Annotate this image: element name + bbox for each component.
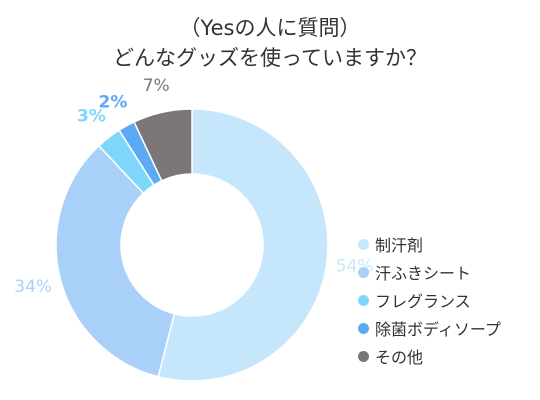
- value-label-3: 3%: [77, 106, 106, 126]
- donut-slice-5: [133, 108, 193, 182]
- legend-swatch: [358, 238, 369, 250]
- legend-label: フレグランス: [375, 292, 471, 311]
- legend-item-2: 汗ふきシート: [358, 258, 501, 286]
- value-labels: 54%34%3%2%7%: [14, 76, 373, 297]
- legend-swatch: [358, 266, 369, 278]
- value-label-2: 34%: [14, 277, 52, 297]
- legend-item-3: フレグランス: [358, 286, 501, 314]
- donut-slice-2: [55, 144, 176, 378]
- value-label-4: 2%: [99, 92, 128, 112]
- chart-legend: 制汗剤汗ふきシート フレグランス除菌ボディソープ その他: [358, 230, 501, 370]
- chart-title-line-2: どんなグッズを使っていますか？: [113, 46, 427, 70]
- legend-item-4: 除菌ボディソープ: [358, 314, 501, 342]
- legend-item-5: その他: [358, 342, 501, 370]
- legend-label: 汗ふきシート: [375, 264, 472, 283]
- donut-slices: [55, 108, 329, 382]
- legend-label: その他: [375, 348, 424, 367]
- chart-title-line-1: （Yesの人に質問）: [179, 16, 361, 40]
- legend-label: 除菌ボディソープ: [375, 320, 501, 339]
- value-label-5: 7%: [143, 76, 170, 96]
- donut-slice-1: [157, 108, 329, 382]
- legend-swatch: [358, 322, 369, 334]
- legend-swatch: [358, 350, 369, 362]
- legend-swatch: [358, 294, 369, 306]
- legend-label: 制汗剤: [375, 236, 424, 255]
- legend-item-1: 制汗剤: [358, 230, 501, 258]
